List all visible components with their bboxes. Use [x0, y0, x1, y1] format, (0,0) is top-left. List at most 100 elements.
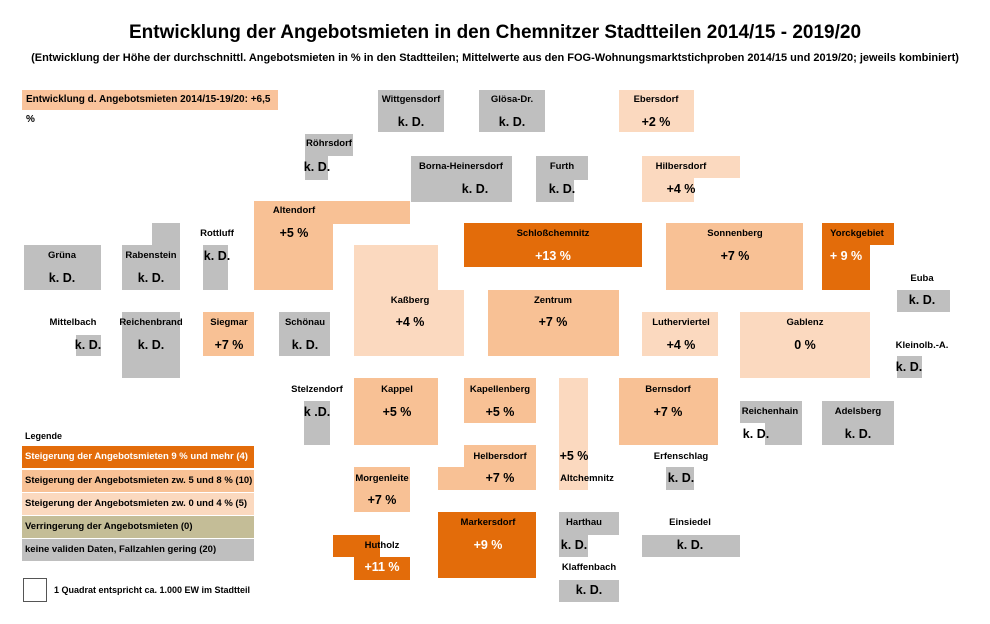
district-shape-kappel — [354, 378, 438, 445]
district-value-altendorf: +5 % — [279, 226, 309, 240]
district-label-bernsdorf: Bernsdorf — [645, 384, 691, 395]
district-label-borna-heinersdorf: Borna-Heinersdorf — [419, 161, 503, 172]
legend-square-icon — [23, 578, 47, 602]
district-shape-hutholz — [333, 535, 410, 580]
district-label-kleinolb-a: Kleinolb.-A. — [895, 340, 949, 351]
legend-item-no-data: keine validen Daten, Fallzahlen gering (… — [22, 539, 254, 561]
district-label-morgenleite: Morgenleite — [355, 473, 409, 484]
district-value-rabenstein: k. D. — [137, 271, 165, 285]
district-value-rottluff: k. D. — [203, 249, 231, 263]
district-shape-adelsberg — [822, 401, 894, 445]
district-value-gloesa-dr: k. D. — [498, 115, 526, 129]
district-label-ebersdorf: Ebersdorf — [633, 94, 679, 105]
district-shape-sonnenberg — [666, 223, 803, 290]
district-value-helbersdorf: +7 % — [485, 471, 515, 485]
district-label-erfenschlag: Erfenschlag — [653, 451, 709, 462]
district-shape-kassberg — [354, 245, 464, 356]
district-value-kapellenberg: +5 % — [485, 405, 515, 419]
district-shape-reichenbrand — [122, 312, 180, 378]
district-value-roehrsdorf: k. D. — [303, 160, 331, 174]
district-label-klaffenbach: Klaffenbach — [561, 562, 617, 573]
district-label-reichenhain: Reichenhain — [741, 406, 799, 417]
district-shape-altchemnitz — [559, 378, 588, 490]
district-shape-bernsdorf — [619, 378, 718, 445]
district-label-helbersdorf: Helbersdorf — [473, 451, 527, 462]
district-value-stelzendorf: k .D. — [303, 405, 331, 419]
district-value-siegmar: +7 % — [214, 338, 244, 352]
district-value-erfenschlag: k. D. — [667, 471, 695, 485]
district-label-rabenstein: Rabenstein — [125, 250, 177, 261]
legend-item-9-plus: Steigerung der Angebotsmieten 9 % und me… — [22, 446, 254, 468]
district-shape-gloesa-dr — [479, 90, 545, 132]
district-value-morgenleite: +7 % — [367, 493, 397, 507]
district-value-wittgensdorf: k. D. — [397, 115, 425, 129]
district-label-euba: Euba — [910, 273, 934, 284]
district-label-hilbersdorf: Hilbersdorf — [655, 161, 707, 172]
district-value-lutherviertel: +4 % — [666, 338, 696, 352]
district-value-schlosschemnitz: +13 % — [535, 249, 571, 263]
district-shape-lutherviertel — [642, 312, 718, 356]
district-shape-euba — [897, 290, 950, 312]
district-shape-mittelbach — [76, 335, 101, 356]
district-shape-borna-heinersdorf — [411, 156, 512, 202]
district-value-reichenhain: k. D. — [742, 427, 770, 441]
district-label-furth: Furth — [549, 161, 575, 172]
district-label-gloesa-dr: Glösa-Dr. — [490, 94, 534, 105]
district-label-roehrsdorf: Röhrsdorf — [306, 138, 352, 149]
district-shape-stelzendorf — [304, 401, 330, 445]
district-label-kapellenberg: Kapellenberg — [469, 384, 531, 395]
district-shape-wittgensdorf — [378, 90, 444, 132]
district-label-altchemnitz: Altchemnitz — [560, 473, 614, 484]
district-shape-klaffenbach — [559, 580, 619, 602]
legend-square-note: 1 Quadrat entspricht ca. 1.000 EW im Sta… — [54, 585, 251, 595]
district-value-hutholz: +11 % — [364, 560, 400, 574]
district-value-harthau: k. D. — [560, 538, 588, 552]
district-shape-hilbersdorf — [642, 156, 740, 202]
district-value-gablenz: 0 % — [794, 338, 816, 352]
district-shape-ebersdorf — [619, 90, 694, 132]
district-label-gruena: Grüna — [48, 250, 76, 261]
page-title: Entwicklung der Angebotsmieten in den Ch… — [128, 22, 862, 43]
legend-item-decrease: Verringerung der Angebotsmieten (0) — [22, 516, 254, 538]
district-label-altendorf: Altendorf — [272, 205, 316, 216]
district-shape-rottluff — [203, 245, 228, 290]
district-label-schlosschemnitz: Schloßchemnitz — [516, 228, 590, 239]
district-label-gablenz: Gablenz — [786, 317, 824, 328]
district-label-wittgensdorf: Wittgensdorf — [381, 94, 441, 105]
district-value-furth: k. D. — [548, 182, 576, 196]
district-label-kassberg: Kaßberg — [390, 295, 430, 306]
district-shape-rabenstein — [122, 223, 180, 290]
district-label-hutholz: Hutholz — [364, 540, 400, 551]
district-label-zentrum: Zentrum — [534, 295, 572, 306]
district-value-kassberg: +4 % — [395, 315, 425, 329]
district-label-stelzendorf: Stelzendorf — [291, 384, 343, 395]
district-value-klaffenbach: k. D. — [575, 583, 603, 597]
district-shape-roehrsdorf — [305, 134, 353, 180]
district-shape-kapellenberg — [464, 378, 536, 423]
district-value-zentrum: +7 % — [538, 315, 568, 329]
legend-item-5-to-8: Steigerung der Angebotsmieten zw. 5 und … — [22, 470, 254, 492]
district-value-borna-heinersdorf: k. D. — [461, 182, 489, 196]
district-value-reichenbrand: k. D. — [137, 338, 165, 352]
district-value-adelsberg: k. D. — [844, 427, 872, 441]
district-shape-schlosschemnitz — [464, 223, 642, 267]
district-shape-einsiedel — [642, 535, 740, 557]
district-shape-siegmar — [203, 312, 254, 356]
district-value-hilbersdorf: +4 % — [666, 182, 696, 196]
district-value-markersdorf: +9 % — [473, 538, 503, 552]
district-label-harthau: Harthau — [566, 517, 602, 528]
district-value-altchemnitz: +5 % — [559, 449, 589, 463]
district-shape-gablenz — [740, 312, 870, 378]
district-label-reichenbrand: Reichenbrand — [119, 317, 183, 328]
district-label-kappel: Kappel — [381, 384, 413, 395]
district-shape-altendorf — [254, 201, 410, 290]
district-value-yorckgebiet: + 9 % — [829, 249, 863, 263]
district-label-lutherviertel: Lutherviertel — [652, 317, 710, 328]
district-label-schoenau: Schönau — [284, 317, 326, 328]
district-value-kleinolb-a: k. D. — [895, 360, 923, 374]
district-value-sonnenberg: +7 % — [720, 249, 750, 263]
district-value-einsiedel: k. D. — [676, 538, 704, 552]
district-value-gruena: k. D. — [48, 271, 76, 285]
district-shape-helbersdorf — [438, 445, 536, 490]
